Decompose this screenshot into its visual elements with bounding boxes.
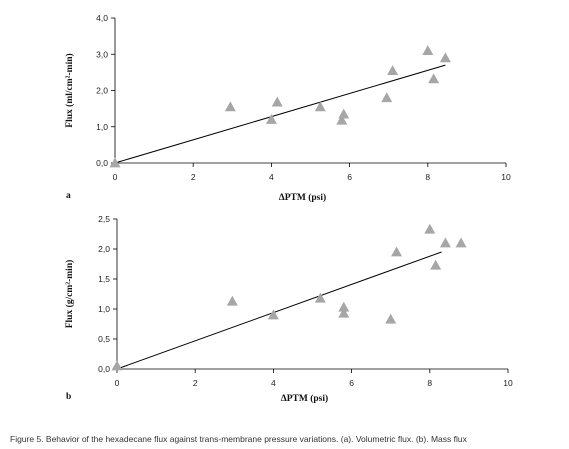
chart-b-data-point [430,259,442,270]
chart-a-y-tick-label: 4,0 [96,13,108,23]
chart-a-x-tick-label: 0 [113,172,118,182]
chart-b-x-tick-label: 0 [115,378,120,388]
chart-b-data-point [111,360,123,371]
chart-b-data-point [439,237,451,248]
chart-a-fit-line [114,64,446,164]
chart-b-x-tick-label: 4 [271,378,276,388]
chart-a-x-tick-label: 2 [191,172,196,182]
chart-b-panel-label: b [66,392,71,402]
chart-b-x-axis-label: ΔPTM (psi) [281,393,328,404]
chart-b-x-tick-label: 6 [349,378,354,388]
chart-a-data-point [428,73,440,84]
chart-a-data-point [265,114,277,124]
chart-a-data-point [224,101,236,112]
chart-b-y-axis-label: Flux (g/cm²-min) [64,260,75,329]
chart-a-y-tick-label: 2,0 [96,86,108,96]
chart-b-y-tick-label: 0,0 [98,364,110,374]
chart-a-y-tick-label: 3,0 [96,49,108,59]
chart-a-x-axis-label: ΔPTM (psi) [279,192,326,203]
chart-b-x-tick-label: 10 [503,378,513,388]
chart-a-data-point [381,92,393,103]
chart-a-x-tick-label: 6 [347,172,352,182]
chart-a-x-tick-label: 10 [501,172,511,182]
chart-b-data-point [338,307,350,318]
chart-a-panel-label: a [66,191,71,201]
chart-b-x-tick-label: 8 [427,378,432,388]
chart-a-data-point [422,45,434,56]
chart-a-x-tick-label: 8 [425,172,430,182]
chart-a-data-point [439,52,451,63]
chart-b-data-point [338,301,350,312]
chart-a-y-tick-label: 0,0 [96,158,108,168]
chart-a-data-point [314,101,326,112]
chart-b-fit-line [116,251,442,370]
chart-b-y-tick-label: 1,5 [98,274,110,284]
chart-b-data-point [391,246,403,257]
figure-caption: Figure 5. Behavior of the hexadecane flu… [10,434,467,444]
chart-b-data-point [226,295,238,306]
chart-b-y-tick-label: 0,5 [98,334,110,344]
chart-b-x-tick-label: 2 [193,378,198,388]
chart-b-y-tick-label: 2,5 [98,214,110,224]
chart-b-y-tick-label: 1,0 [98,304,110,314]
figure-canvas: 0,0 1,0 2,0 3,0 4,0 0 2 4 6 8 10 ΔPTM (psi) Flux (ml… [64,13,513,404]
chart-b-data-point [267,309,279,320]
chart-b-y-tick-label: 2,0 [98,244,110,254]
chart-a-data-point [109,157,121,168]
chart-b-data-point [455,237,467,248]
chart-a-x-tick-label: 4 [269,172,274,182]
chart-b-data-point [385,313,397,324]
chart-a-data-point [338,108,350,119]
chart-a-y-tick-label: 1,0 [96,122,108,132]
chart-a-y-axis-label: Flux (ml/cm²-min) [64,53,75,127]
chart-a-data-point [336,114,348,125]
chart-b-data-point [424,223,436,234]
chart-a-data-point [271,96,283,107]
chart-a-data-point [387,65,399,75]
chart-b-data-point [314,292,326,303]
